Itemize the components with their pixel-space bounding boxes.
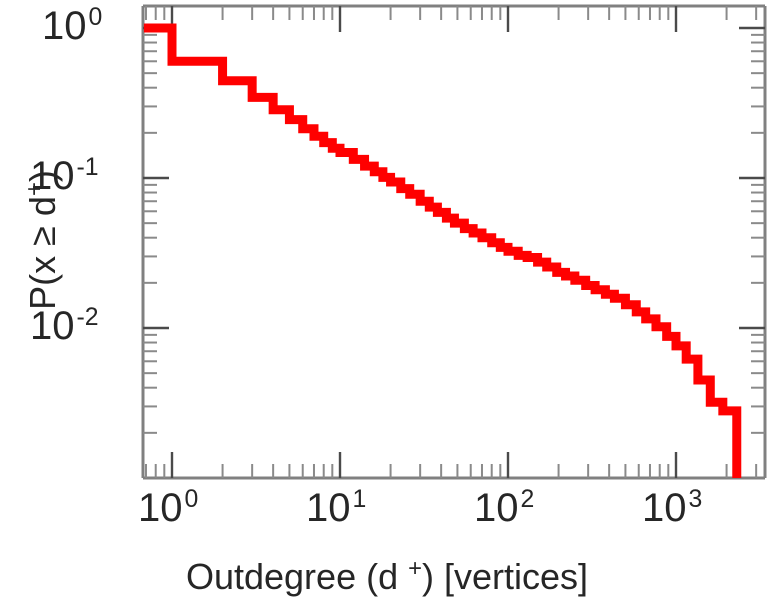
x-tick-label-1e1: 101 (306, 485, 367, 530)
y-axis-title: P(x ≥ d+) (21, 170, 63, 310)
x-axis-title: Outdegree (d +) [vertices] (185, 555, 589, 597)
data-series-group (143, 23, 742, 478)
x-tick-label-1e3: 103 (642, 485, 703, 530)
x-tick-label-1e2: 102 (474, 485, 535, 530)
y-tick-label-1e-2: 10-2 (30, 303, 99, 348)
x-tick-label-1e0: 100 (138, 485, 199, 530)
y-tick-label-1e-1: 10-1 (30, 153, 99, 198)
axis-ticks (143, 6, 765, 478)
axis-frame (141, 4, 767, 480)
y-tick-label-1e0: 100 (42, 3, 103, 48)
ccdf-step-curve (143, 23, 742, 478)
